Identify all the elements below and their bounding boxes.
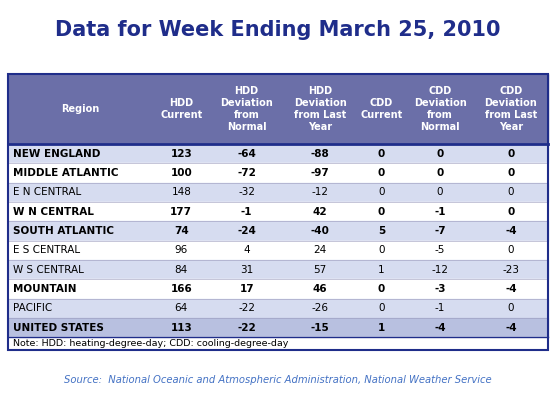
Bar [8, 221, 548, 241]
Text: Data for Week Ending March 25, 2010: Data for Week Ending March 25, 2010 [55, 20, 501, 40]
Text: 0: 0 [378, 168, 385, 178]
Text: 64: 64 [175, 303, 188, 313]
Text: HDD
Deviation
from Last
Year: HDD Deviation from Last Year [294, 86, 346, 132]
Text: W N CENTRAL: W N CENTRAL [13, 207, 93, 217]
Text: 0: 0 [508, 187, 514, 197]
Text: UNITED STATES: UNITED STATES [13, 322, 103, 332]
Text: 74: 74 [174, 226, 188, 236]
Text: SOUTH ATLANTIC: SOUTH ATLANTIC [13, 226, 114, 236]
Text: -64: -64 [237, 149, 256, 159]
Text: 96: 96 [175, 245, 188, 255]
Text: HDD
Deviation
from
Normal: HDD Deviation from Normal [220, 86, 273, 132]
Text: 17: 17 [240, 284, 254, 294]
Text: -40: -40 [311, 226, 330, 236]
Text: 0: 0 [378, 207, 385, 217]
Text: -15: -15 [311, 322, 330, 332]
Text: -12: -12 [431, 264, 449, 274]
Text: 31: 31 [240, 264, 254, 274]
Text: -4: -4 [505, 322, 517, 332]
Text: 0: 0 [378, 284, 385, 294]
Text: 100: 100 [171, 168, 192, 178]
Text: -1: -1 [241, 207, 252, 217]
Text: -5: -5 [435, 245, 445, 255]
Text: 0: 0 [378, 187, 385, 197]
Text: -97: -97 [311, 168, 330, 178]
Text: 177: 177 [170, 207, 192, 217]
Bar [8, 279, 548, 298]
Text: -1: -1 [435, 303, 445, 313]
Text: -4: -4 [434, 322, 446, 332]
Text: -22: -22 [237, 322, 256, 332]
Text: CDD
Current: CDD Current [360, 98, 403, 120]
Text: -23: -23 [503, 264, 519, 274]
Bar [8, 202, 548, 221]
Text: 0: 0 [437, 187, 443, 197]
Text: 0: 0 [436, 149, 444, 159]
Text: -3: -3 [434, 284, 446, 294]
Bar [8, 298, 548, 318]
Text: Region: Region [61, 104, 100, 114]
Text: -7: -7 [434, 226, 446, 236]
Text: 1: 1 [378, 322, 385, 332]
Bar [8, 183, 548, 202]
Text: 0: 0 [508, 245, 514, 255]
Text: 24: 24 [314, 245, 327, 255]
Bar [8, 144, 548, 163]
Text: -12: -12 [312, 187, 329, 197]
Text: 113: 113 [171, 322, 192, 332]
Text: Note: HDD: heating-degree-day; CDD: cooling-degree-day: Note: HDD: heating-degree-day; CDD: cool… [13, 339, 288, 348]
Text: MOUNTAIN: MOUNTAIN [13, 284, 76, 294]
Text: 84: 84 [175, 264, 188, 274]
Bar [8, 163, 548, 183]
Text: Source:  National Oceanic and Atmospheric Administration, National Weather Servi: Source: National Oceanic and Atmospheric… [64, 375, 492, 385]
Text: PACIFIC: PACIFIC [13, 303, 52, 313]
Bar [8, 318, 548, 337]
Text: 0: 0 [507, 207, 514, 217]
Text: 42: 42 [313, 207, 327, 217]
Text: 0: 0 [378, 245, 385, 255]
Bar [8, 337, 548, 350]
Text: MIDDLE ATLANTIC: MIDDLE ATLANTIC [13, 168, 118, 178]
Text: 5: 5 [378, 226, 385, 236]
Bar [8, 241, 548, 260]
Text: -4: -4 [505, 226, 517, 236]
Text: 0: 0 [508, 303, 514, 313]
Text: 0: 0 [378, 149, 385, 159]
Text: CDD
Deviation
from Last
Year: CDD Deviation from Last Year [484, 86, 537, 132]
Text: 123: 123 [171, 149, 192, 159]
Text: -88: -88 [311, 149, 330, 159]
Text: HDD
Current: HDD Current [160, 98, 202, 120]
Text: -1: -1 [434, 207, 446, 217]
Bar [8, 260, 548, 279]
Text: -32: -32 [238, 187, 255, 197]
Text: 57: 57 [314, 264, 327, 274]
Text: NEW ENGLAND: NEW ENGLAND [13, 149, 100, 159]
Text: -4: -4 [505, 284, 517, 294]
Text: -24: -24 [237, 226, 256, 236]
Text: -22: -22 [238, 303, 255, 313]
Text: 46: 46 [313, 284, 327, 294]
Text: E N CENTRAL: E N CENTRAL [13, 187, 81, 197]
Text: E S CENTRAL: E S CENTRAL [13, 245, 80, 255]
Text: 166: 166 [171, 284, 192, 294]
Text: CDD
Deviation
from
Normal: CDD Deviation from Normal [414, 86, 466, 132]
Text: W S CENTRAL: W S CENTRAL [13, 264, 83, 274]
Text: -26: -26 [312, 303, 329, 313]
Text: 0: 0 [507, 168, 514, 178]
Text: -72: -72 [237, 168, 256, 178]
Text: 0: 0 [378, 303, 385, 313]
Text: 4: 4 [244, 245, 250, 255]
Text: 0: 0 [436, 168, 444, 178]
Text: 0: 0 [507, 149, 514, 159]
Text: 148: 148 [171, 187, 191, 197]
Text: 1: 1 [378, 264, 385, 274]
